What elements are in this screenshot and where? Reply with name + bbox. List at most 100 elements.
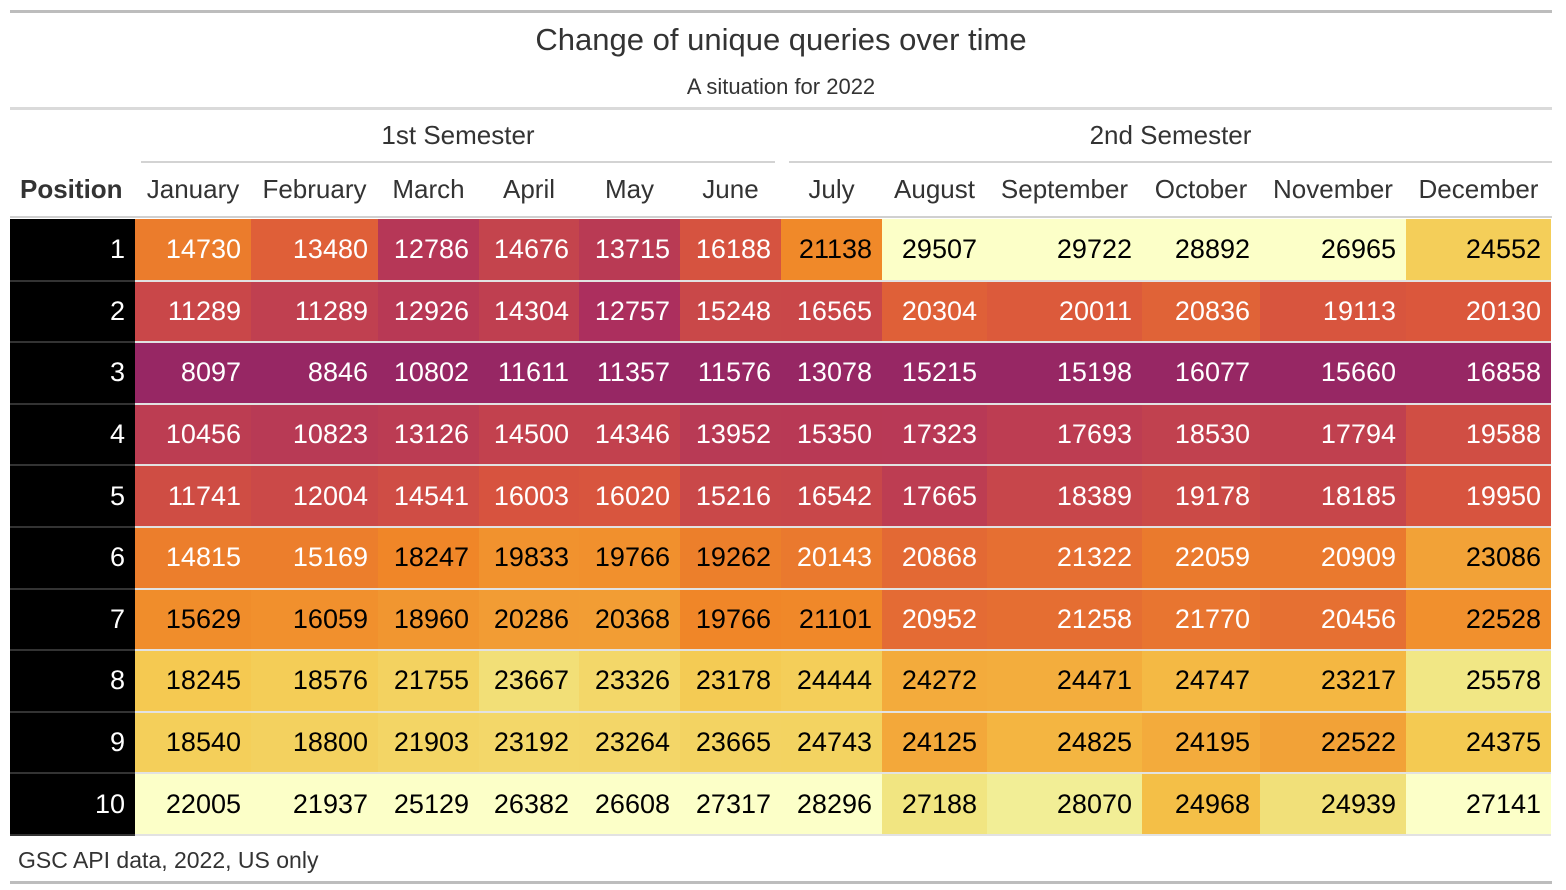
heatmap-cell: 16542 [781,465,882,528]
position-cell: 3 [10,342,135,405]
table-row: 4 10456 10823 13126 14500 14346 13952 15350 1732… [10,403,1551,467]
heatmap-cell: 26608 [579,773,680,836]
heatmap-cell: 8846 [251,342,378,405]
heatmap-cell: 22059 [1142,526,1260,590]
heatmap-cell: 23192 [479,711,579,775]
heatmap-cell: 24743 [781,711,882,775]
heatmap-cell: 12757 [579,280,680,344]
heatmap-cell: 28296 [781,773,882,836]
heatmap-cell: 14500 [479,403,579,467]
heatmap-cell: 24471 [987,650,1142,713]
heatmap-cell: 28070 [987,773,1142,836]
heatmap-cell: 22522 [1260,711,1406,775]
heatmap-cell: 23326 [579,650,680,713]
heatmap-cell: 19178 [1142,465,1260,528]
heatmap-cell: 28892 [1142,219,1260,282]
heatmap-cell: 18960 [378,588,479,652]
heatmap-cell: 23086 [1406,526,1551,590]
heatmap-cell: 21138 [781,219,882,282]
heatmap-cell: 23217 [1260,650,1406,713]
heatmap-cell: 13715 [579,219,680,282]
column-header-november: November [1273,174,1393,204]
heatmap-cell: 15215 [882,342,987,405]
heatmap-cell: 19113 [1260,280,1406,344]
heatmap-cell: 19766 [680,588,781,652]
heatmap-cell: 24968 [1142,773,1260,836]
heatmap-cell: 19588 [1406,403,1551,467]
position-cell: 2 [10,280,135,344]
table-row: 10 22005 21937 25129 26382 26608 27317 28296 271… [10,773,1551,836]
heatmap-cell: 25129 [378,773,479,836]
table-subtitle: A situation for 2022 [686,74,876,99]
heatmap-cell: 19262 [680,526,781,590]
heatmap-cell: 22005 [135,773,251,836]
heatmap-cell: 10802 [378,342,479,405]
heatmap-cell: 15629 [135,588,251,652]
heatmap-cell: 16059 [251,588,378,652]
heatmap-cell: 12786 [378,219,479,282]
heatmap-cell: 27317 [680,773,781,836]
heatmap-cell: 18800 [251,711,378,775]
heatmap-cell: 19950 [1406,465,1551,528]
heatmap-cell: 20909 [1260,526,1406,590]
heatmap-cell: 17323 [882,403,987,467]
heatmap-cell: 13952 [680,403,781,467]
position-cell: 6 [10,526,135,590]
heatmap-cell: 19833 [479,526,579,590]
heatmap-cell: 10456 [135,403,251,467]
heatmap-cell: 16858 [1406,342,1551,405]
heatmap-cell: 20143 [781,526,882,590]
heatmap-cell: 15198 [987,342,1142,405]
heatmap-cell: 20836 [1142,280,1260,344]
heatmap-cell: 15169 [251,526,378,590]
position-cell: 5 [10,465,135,528]
table-row: 9 18540 18800 21903 23192 23264 23665 24743 2412… [10,711,1551,775]
heatmap-cell: 11357 [579,342,680,405]
heatmap-cell: 14346 [579,403,680,467]
heatmap-cell: 11576 [680,342,781,405]
heatmap-cell: 18389 [987,465,1142,528]
table-row: 2 11289 11289 12926 14304 12757 15248 16565 2030… [10,280,1551,344]
column-header-march: March [392,174,465,204]
heatmap-cell: 8097 [135,342,251,405]
spanner-2nd-semester-line [789,161,1552,163]
heatmap-cell: 24375 [1406,711,1551,775]
heatmap-cell: 15216 [680,465,781,528]
heatmap-table: 1 14730 13480 12786 14676 13715 16188 21138 2950… [10,219,1551,836]
heatmap-cell: 27188 [882,773,987,836]
table-row: 6 14815 15169 18247 19833 19766 19262 20143 2086… [10,526,1551,590]
column-header-august: August [894,174,975,204]
heatmap-cell: 14730 [135,219,251,282]
heatmap-cell: 18530 [1142,403,1260,467]
heatmap-cell: 24125 [882,711,987,775]
table-row: 5 11741 12004 14541 16003 16020 15216 16542 1766… [10,465,1551,528]
heatmap-cell: 10823 [251,403,378,467]
table-row: 3 8097 8846 10802 11611 11357 11576 13078 15215 1… [10,342,1551,405]
table-row: 8 18245 18576 21755 23667 23326 23178 24444 2427… [10,650,1551,713]
heatmap-cell: 16077 [1142,342,1260,405]
column-header-june: June [702,174,759,204]
heatmap-cell: 21101 [781,588,882,652]
heatmap-cell: 15660 [1260,342,1406,405]
heatmap-cell: 18185 [1260,465,1406,528]
column-header-february: February [262,174,367,204]
heatmap-cell: 14676 [479,219,579,282]
table-row: 1 14730 13480 12786 14676 13715 16188 21138 2950… [10,219,1551,282]
heatmap-cell: 24272 [882,650,987,713]
heatmap-cell: 20456 [1260,588,1406,652]
column-header-october: October [1154,174,1248,204]
heatmap-cell: 20011 [987,280,1142,344]
heatmap-cell: 11611 [479,342,579,405]
heatmap-cell: 11741 [135,465,251,528]
column-header-july: July [808,174,855,204]
heatmap-cell: 18245 [135,650,251,713]
column-header-december: December [1418,174,1539,204]
heatmap-cell: 23665 [680,711,781,775]
table-title: Change of unique queries over time [535,22,1027,57]
heatmap-cell: 25578 [1406,650,1551,713]
heatmap-cell: 20952 [882,588,987,652]
heatmap-cell: 18247 [378,526,479,590]
heatmap-cell: 20286 [479,588,579,652]
heatmap-cell: 23264 [579,711,680,775]
heatmap-cell: 14541 [378,465,479,528]
